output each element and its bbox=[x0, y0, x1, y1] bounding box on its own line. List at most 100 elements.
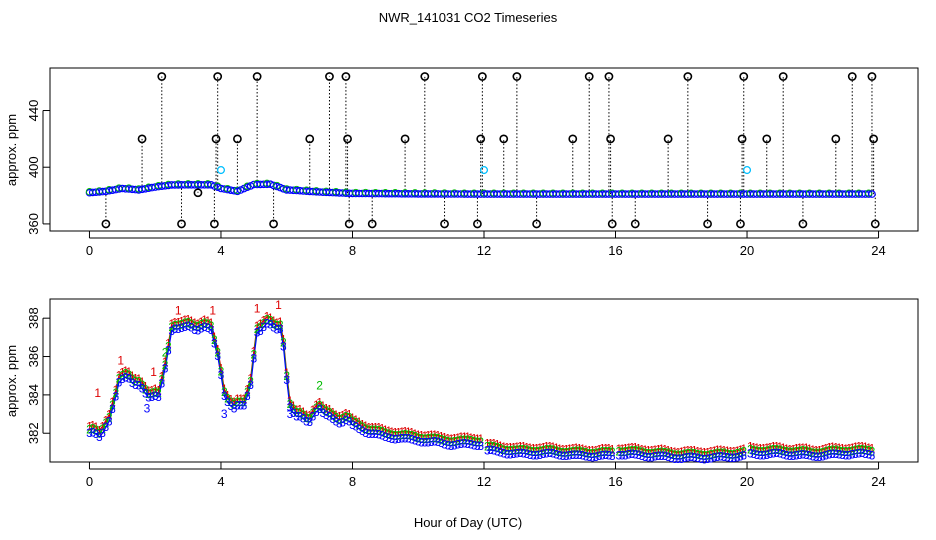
series-1-point: 1 bbox=[862, 440, 869, 454]
series-2-point: 2 bbox=[800, 444, 807, 458]
series-1-point: 1 bbox=[129, 369, 136, 383]
series-1-point: 1 bbox=[231, 395, 238, 409]
series-1-point: 1 bbox=[421, 429, 428, 443]
series-3-point: 3 bbox=[652, 450, 659, 464]
series-3-point: 3 bbox=[431, 435, 438, 449]
series-2-point: 2 bbox=[823, 445, 830, 459]
series-2-point: 2 bbox=[665, 446, 672, 460]
series-3-point: 3 bbox=[333, 415, 340, 429]
series-3-point: 3 bbox=[750, 447, 757, 461]
series-1-point: 1 bbox=[451, 432, 458, 446]
top-spike-lines bbox=[105, 76, 876, 224]
series-3-point: 3 bbox=[467, 438, 474, 452]
series-1-point: 1 bbox=[362, 419, 369, 433]
series-3-point: 3 bbox=[757, 448, 764, 462]
series-1-point: 1 bbox=[389, 425, 396, 439]
series-2-point: 2 bbox=[198, 318, 205, 332]
series-3-point: 3 bbox=[622, 448, 629, 462]
series-1-point: 1 bbox=[382, 423, 389, 437]
series-1-point: 1 bbox=[155, 383, 162, 397]
series-3-point: 3 bbox=[435, 435, 442, 449]
series-3-point: 3 bbox=[257, 324, 264, 338]
series-1-point: 1 bbox=[497, 439, 504, 453]
x-tick-label: 12 bbox=[477, 474, 491, 489]
series-2-point: 2 bbox=[425, 432, 432, 446]
series-1-point: 1 bbox=[366, 420, 373, 434]
series-2-point: 2 bbox=[389, 428, 396, 442]
series-2-point: 2 bbox=[96, 426, 103, 440]
series-1-point: 1 bbox=[599, 442, 606, 456]
series-3-point: 3 bbox=[566, 449, 573, 463]
series-3-point: 3 bbox=[773, 446, 780, 460]
series-2-point: 2 bbox=[310, 406, 317, 420]
series-2-point: 2 bbox=[385, 427, 392, 441]
series-1-point: 1 bbox=[494, 438, 501, 452]
series-3-point: 3 bbox=[474, 439, 481, 453]
series-1-point: 1 bbox=[491, 437, 498, 451]
series-1-point: 1 bbox=[300, 405, 307, 419]
series-1-point: 1 bbox=[790, 442, 797, 456]
series-1-point: 1 bbox=[405, 425, 412, 439]
series-2-point: 2 bbox=[655, 445, 662, 459]
series-3-point: 3 bbox=[290, 406, 297, 420]
series-2-point: 2 bbox=[418, 432, 425, 446]
series-1-point: 1 bbox=[402, 425, 409, 439]
series-3-point: 3 bbox=[218, 368, 225, 382]
series-1-point: 1 bbox=[458, 430, 465, 444]
series-3-point: 3 bbox=[221, 389, 228, 403]
series-2-point: 2 bbox=[320, 402, 327, 416]
series-1-point: 1 bbox=[510, 440, 517, 454]
series-3-point: 3 bbox=[569, 448, 576, 462]
series-3-point: 3 bbox=[708, 452, 715, 466]
series-1-point: 1 bbox=[770, 440, 777, 454]
reference-point bbox=[742, 166, 752, 175]
series-3-point: 3 bbox=[244, 389, 251, 403]
bottom-series-lines bbox=[89, 315, 873, 460]
series-1-point: 1 bbox=[191, 316, 198, 330]
series-1-label-point: 1 bbox=[275, 298, 282, 312]
chart-title: NWR_141031 CO2 Timeseries bbox=[379, 10, 558, 25]
series-3-point: 3 bbox=[540, 447, 547, 461]
series-2-point: 2 bbox=[313, 401, 320, 415]
series-3-point: 3 bbox=[596, 449, 603, 463]
series-2-point: 2 bbox=[375, 424, 382, 438]
series-2-point: 2 bbox=[257, 320, 264, 334]
series-3-point: 3 bbox=[806, 449, 813, 463]
series-3-point: 3 bbox=[550, 447, 557, 461]
series-3-point: 3 bbox=[451, 438, 458, 452]
series-3-point: 3 bbox=[668, 451, 675, 465]
series-2-point: 2 bbox=[103, 416, 110, 430]
series-3-point: 3 bbox=[770, 446, 777, 460]
series-3-point: 3 bbox=[415, 435, 422, 449]
series-3-point: 3 bbox=[609, 449, 616, 463]
series-1-point: 1 bbox=[201, 313, 208, 327]
series-3-point: 3 bbox=[195, 324, 202, 338]
series-2-point: 2 bbox=[231, 398, 238, 412]
series-3-point: 3 bbox=[655, 449, 662, 463]
series-2-point: 2 bbox=[615, 445, 622, 459]
series-3-point: 3 bbox=[103, 420, 110, 434]
series-1-point: 1 bbox=[625, 441, 632, 455]
series-1-point: 1 bbox=[418, 429, 425, 443]
series-2-point: 2 bbox=[204, 317, 211, 331]
series-2-point: 2 bbox=[467, 434, 474, 448]
series-2-point: 2 bbox=[734, 447, 741, 461]
series-2-point: 2 bbox=[599, 445, 606, 459]
series-2-point: 2 bbox=[717, 446, 724, 460]
series-2-point: 2 bbox=[842, 445, 849, 459]
series-3-point: 3 bbox=[267, 318, 274, 332]
series-1-point: 1 bbox=[517, 440, 524, 454]
series-3-point: 3 bbox=[277, 322, 284, 336]
series-2-point: 2 bbox=[770, 443, 777, 457]
series-2-point: 2 bbox=[642, 446, 649, 460]
spike-point bbox=[344, 219, 354, 229]
series-3-point: 3 bbox=[264, 316, 271, 330]
series-3-point: 3 bbox=[129, 376, 136, 390]
series-3-point: 3 bbox=[819, 449, 826, 463]
baseline-point bbox=[868, 190, 876, 198]
series-3-point: 3 bbox=[119, 372, 126, 386]
series-2-point: 2 bbox=[750, 443, 757, 457]
series-3-point: 3 bbox=[573, 448, 580, 462]
series-1-point: 1 bbox=[250, 345, 257, 359]
series-3-point: 3 bbox=[763, 448, 770, 462]
